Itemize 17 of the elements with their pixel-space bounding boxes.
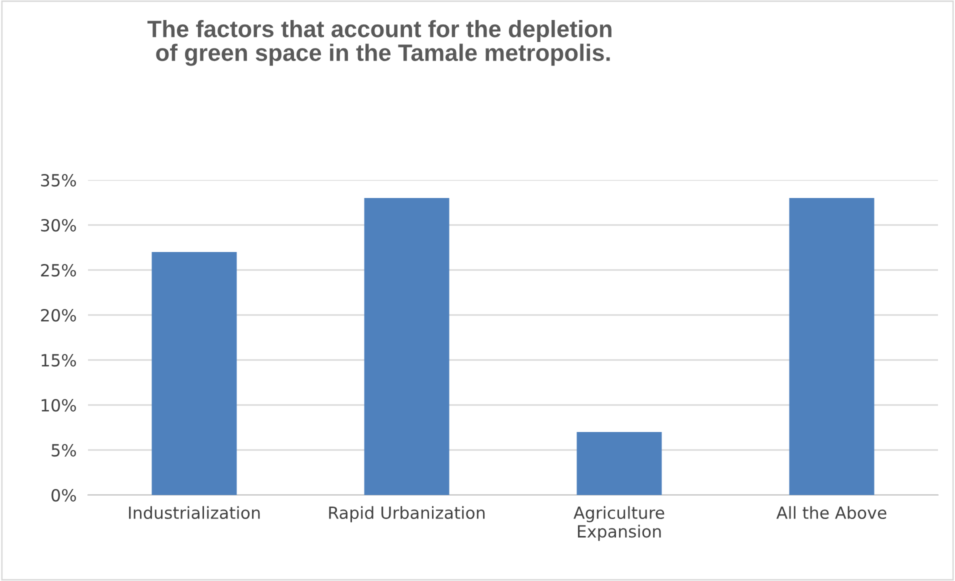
- bar: [789, 198, 874, 495]
- bar: [364, 198, 450, 495]
- chart-title: The factors that account for the depletion of green space in the Tamale metropolis.: [147, 20, 612, 66]
- y-tick-label: 15%: [42, 354, 76, 367]
- bar: [152, 252, 237, 495]
- y-tick-label: 0%: [52, 488, 76, 502]
- y-tick-label: 30%: [41, 218, 76, 232]
- y-tick-label: 5%: [52, 444, 76, 457]
- y-tick-label: 10%: [42, 398, 76, 412]
- y-tick-label: 35%: [41, 174, 76, 187]
- y-tick-label: 20%: [41, 308, 76, 322]
- bar: [576, 432, 662, 495]
- x-tick-label: Industrialization: [129, 506, 260, 520]
- x-tick-label: Agriculture Expansion: [574, 506, 664, 541]
- x-tick-label: Rapid Urbanization: [329, 506, 485, 522]
- x-tick-label: All the Above: [776, 506, 886, 520]
- y-tick-label: 25%: [41, 264, 76, 277]
